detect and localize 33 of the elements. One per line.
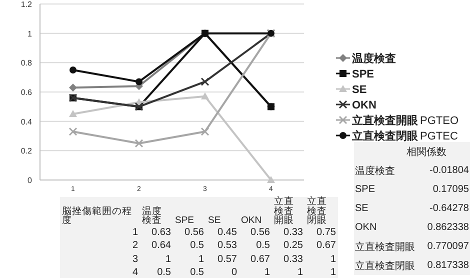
legend-label: 温度検査 [351,52,396,65]
text: PGTEO [420,115,459,127]
text: 立直検査開眼 [274,196,294,226]
text: 立直検査閉眼 0.817338 [355,260,469,272]
y-tick-label: 0 [28,176,33,185]
y-tick-label: 1.2 [20,0,33,9]
legend-label: SE [352,84,367,96]
legend-label: 立直検査開眼 [351,114,419,127]
text: 立直検査閉眼 [307,196,327,226]
y-tick-label: 0.8 [20,58,33,68]
text: SPE 0.17095 [355,184,469,195]
text: 温度検査 -0.01804 [355,165,469,176]
legend-label: 立直検査閉眼 [351,130,419,142]
y-tick-label: 0.4 [20,117,33,126]
text: 温度検査 [142,206,162,226]
y-tick-label: 0.6 [20,88,33,97]
text: SE -0.64278 [355,203,469,214]
y-tick-label: 0.2 [20,146,33,156]
text: 1 0.63 0.56 0.45 0.56 0.33 0.75 [132,226,336,238]
text: OKN [241,215,262,226]
text: SPE [175,215,194,226]
text: PGTEC [420,130,458,142]
x-axis-title: 脳挫傷範囲の程度 [61,204,133,226]
text: 相関係数 [406,146,448,160]
text: 4 0.5 0.5 0 1 1 1 [132,267,336,278]
text: 3 1 1 0.57 0.67 0.33 1 [132,254,336,264]
text: OKN 0.862338 [355,222,469,233]
text: 立直検査開眼 0.770097 [355,241,469,252]
text: SE [208,215,221,226]
text: 2 0.64 0.5 0.53 0.5 0.25 0.67 [132,240,336,251]
y-tick-label: 1 [28,29,33,38]
legend-label: OKN [352,100,376,112]
legend-label: SPE [352,68,374,80]
